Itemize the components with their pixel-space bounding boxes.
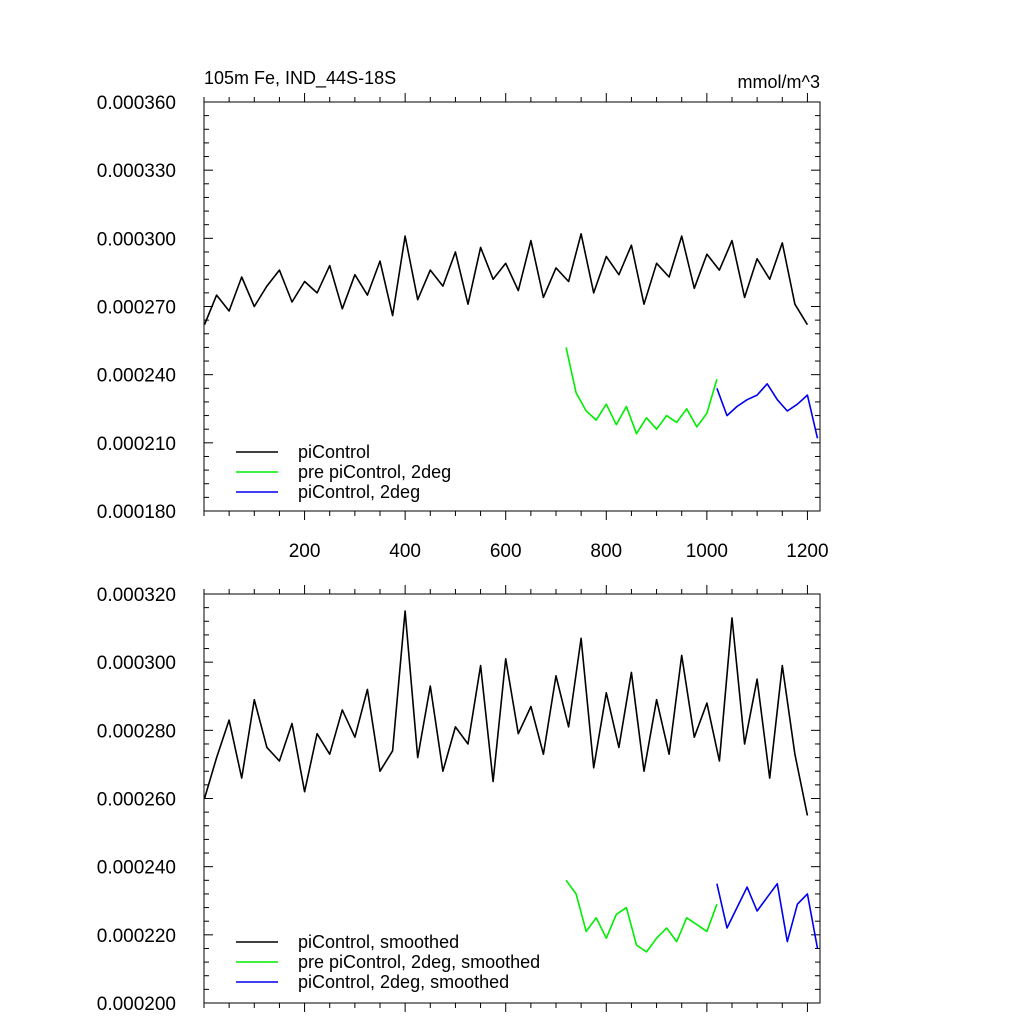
chart-title: 105m Fe, IND_44S-18S (204, 68, 396, 89)
series-layer-top (203, 233, 819, 439)
series-line-0 (203, 610, 809, 816)
y-tick-label: 0.000330 (97, 161, 176, 182)
x-tick-label: 1000 (686, 541, 728, 562)
series-line-2 (716, 382, 819, 439)
series-line-1 (565, 879, 718, 953)
legend-label-0: piControl (298, 442, 370, 462)
legend-label-2: piControl, 2deg, smoothed (298, 972, 509, 992)
plot-area-bottom (203, 593, 821, 1004)
series-line-2 (716, 882, 819, 949)
top-panel: 105m Fe, IND_44S-18S mmol/m^3 0.0001800.… (97, 68, 829, 562)
y-tick-label: 0.000260 (97, 790, 176, 811)
x-tick-label: 1200 (786, 541, 828, 562)
series-line-1 (565, 347, 718, 435)
y-tick-label: 0.000240 (97, 366, 176, 387)
y-tick-label: 0.000180 (97, 502, 176, 523)
y-axis-top: 0.000180 0.000210 0.000240 0.000270 0.000300… (97, 93, 820, 523)
bottom-panel: 0.000200 0.000220 0.000240 0.000260 0.000280… (97, 585, 821, 1015)
x-axis-bottom (203, 585, 808, 1012)
y-axis-bottom: 0.000200 0.000220 0.000240 0.000260 0.000280… (97, 585, 820, 1015)
y-tick-label: 0.000210 (97, 434, 176, 455)
units-label: mmol/m^3 (738, 72, 820, 92)
legend-label-1: pre piControl, 2deg (298, 462, 451, 482)
legend-label-1: pre piControl, 2deg, smoothed (298, 952, 540, 972)
series-layer-bottom (203, 610, 819, 953)
x-axis-top: 200 400 600 800 1000 1200 (203, 93, 829, 562)
series-line-0 (203, 233, 809, 326)
y-tick-label: 0.000270 (97, 298, 176, 319)
legend-label-2: piControl, 2deg (298, 482, 420, 502)
plot-area-top (203, 101, 821, 512)
x-tick-label: 600 (490, 541, 522, 562)
y-tick-label: 0.000320 (97, 585, 176, 606)
y-tick-label: 0.000360 (97, 93, 176, 114)
y-tick-label: 0.000300 (97, 229, 176, 250)
x-tick-label: 400 (389, 541, 421, 562)
x-tick-label: 800 (590, 541, 622, 562)
y-tick-label: 0.000280 (97, 721, 176, 742)
x-tick-label: 200 (289, 541, 321, 562)
legend-label-0: piControl, smoothed (298, 932, 459, 952)
y-tick-label: 0.000240 (97, 858, 176, 879)
y-tick-label: 0.000300 (97, 653, 176, 674)
y-tick-label: 0.000200 (97, 994, 176, 1015)
y-tick-label: 0.000220 (97, 926, 176, 947)
